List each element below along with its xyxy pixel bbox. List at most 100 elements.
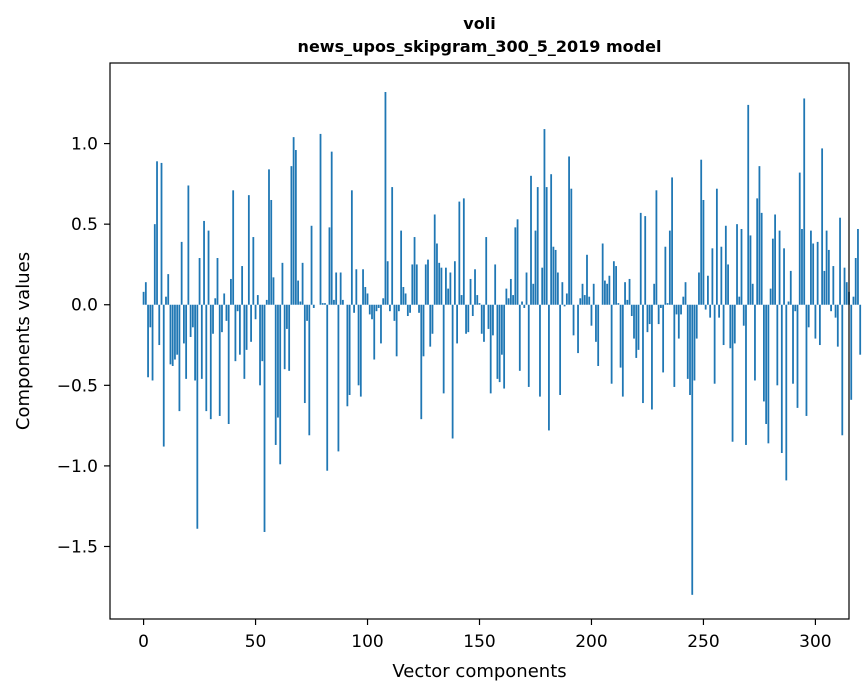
x-tick-label: 300: [799, 632, 831, 652]
bar-33: [216, 258, 219, 305]
bar-65: [288, 304, 291, 371]
bar-104: [375, 304, 378, 312]
bar-68: [294, 150, 297, 305]
bar-49: [252, 237, 255, 305]
bar-210: [612, 261, 615, 305]
bar-200: [590, 304, 593, 326]
bar-218: [630, 304, 633, 317]
bar-212: [617, 303, 620, 305]
bar-73: [306, 304, 308, 321]
y-tick-label: 0.0: [71, 296, 98, 316]
bar-26: [200, 304, 203, 379]
bar-148: [474, 269, 476, 305]
bar-222: [639, 212, 642, 305]
bar-188: [563, 304, 566, 307]
bar-114: [397, 304, 400, 312]
bar-233: [664, 246, 667, 305]
bar-101: [368, 304, 371, 315]
bar-296: [805, 304, 808, 416]
bar-166: [514, 227, 517, 305]
bar-231: [660, 304, 662, 308]
bar-29: [207, 230, 210, 305]
bar-267: [740, 228, 743, 305]
bar-314: [845, 282, 848, 305]
bar-313: [843, 267, 846, 305]
bar-283: [776, 304, 779, 386]
y-tick-label: 0.5: [71, 215, 98, 235]
bar-289: [789, 270, 792, 305]
bar-277: [763, 304, 765, 402]
bar-309: [834, 304, 837, 318]
bar-128: [429, 304, 432, 347]
bar-118: [406, 304, 409, 317]
bar-183: [552, 246, 555, 305]
bar-253: [709, 304, 712, 318]
bar-79: [319, 133, 322, 305]
bar-98: [362, 269, 364, 305]
bar-12: [169, 304, 172, 365]
bar-72: [303, 304, 306, 404]
bar-209: [610, 304, 613, 384]
bar-242: [684, 282, 687, 305]
x-tick-label: 100: [351, 632, 383, 652]
bar-173: [530, 175, 532, 305]
bar-6: [156, 161, 158, 305]
bar-37: [225, 304, 228, 321]
bar-186: [559, 304, 562, 395]
bar-299: [812, 243, 815, 305]
bar-149: [476, 295, 479, 305]
bar-88: [339, 272, 342, 305]
bar-274: [756, 198, 759, 305]
bar-281: [771, 238, 774, 305]
bar-164: [509, 278, 512, 305]
bar-187: [561, 282, 564, 305]
bar-191: [570, 188, 573, 305]
bar-127: [427, 259, 429, 305]
bar-165: [512, 295, 514, 305]
bar-18: [183, 304, 185, 344]
bar-41: [234, 304, 237, 362]
bar-92: [348, 304, 351, 395]
bar-232: [662, 304, 665, 373]
bar-125: [422, 304, 425, 357]
bar-241: [682, 296, 685, 305]
bar-103: [373, 304, 376, 360]
bar-266: [738, 296, 741, 305]
bar-176: [536, 187, 539, 305]
bar-297: [807, 304, 810, 328]
bar-69: [297, 280, 299, 305]
bar-224: [644, 216, 647, 305]
bar-301: [816, 241, 819, 305]
bar-15: [176, 304, 179, 355]
bar-201: [592, 283, 595, 305]
bar-117: [404, 293, 407, 305]
bar-131: [436, 243, 438, 305]
bar-39: [230, 278, 232, 305]
bar-120: [411, 264, 414, 305]
bar-221: [637, 304, 640, 350]
bar-182: [550, 174, 553, 305]
bar-196: [581, 283, 584, 305]
bar-249: [700, 159, 703, 305]
bar-227: [651, 304, 653, 410]
bar-83: [328, 227, 331, 305]
bar-194: [577, 304, 579, 354]
bar-160: [501, 304, 503, 355]
bar-317: [852, 296, 855, 305]
bar-145: [467, 304, 470, 333]
x-tick-label: 150: [463, 632, 495, 652]
bar-86: [335, 272, 338, 305]
bar-285: [780, 304, 783, 454]
bar-319: [857, 228, 859, 305]
bar-272: [751, 283, 754, 305]
bar-169: [521, 301, 523, 305]
bar-203: [597, 304, 600, 366]
bar-11: [167, 274, 170, 305]
bar-102: [371, 304, 373, 320]
bar-70: [299, 301, 302, 305]
bar-178: [541, 267, 544, 305]
bar-174: [532, 283, 535, 305]
bar-219: [633, 304, 635, 339]
bar-159: [498, 304, 501, 383]
bar-161: [503, 304, 506, 389]
